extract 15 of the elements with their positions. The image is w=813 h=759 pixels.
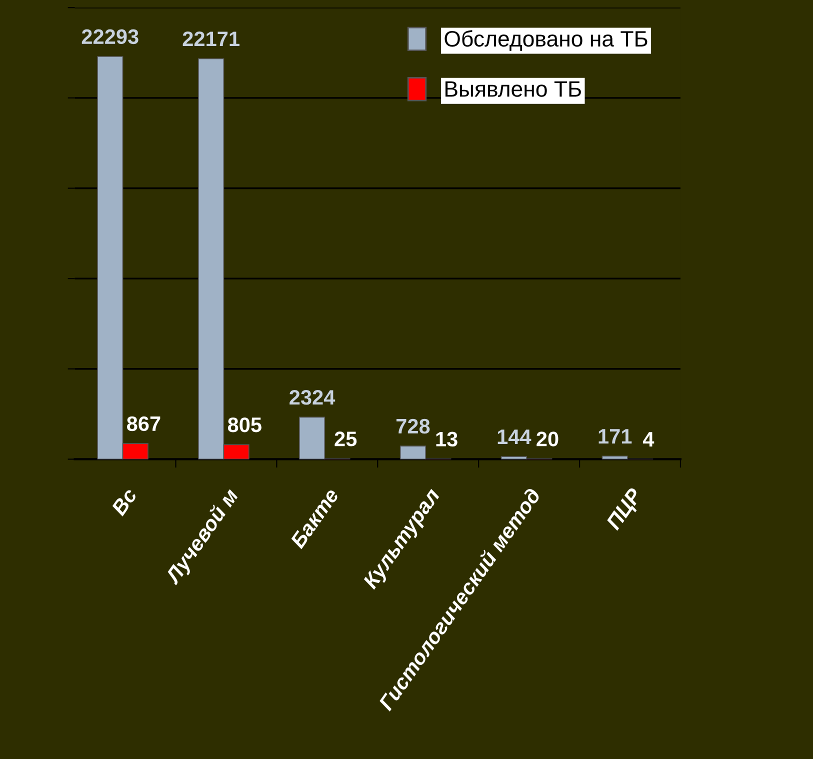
- data-label: 13: [436, 432, 458, 447]
- data-label: 22293: [82, 29, 138, 44]
- data-label: 728: [396, 418, 430, 434]
- data-label: 25: [334, 432, 357, 446]
- data-label: 22171: [182, 31, 240, 46]
- data-label: 805: [228, 417, 262, 432]
- data-label: 4: [642, 432, 654, 446]
- data-label: 20: [536, 432, 558, 446]
- data-label: 2324: [290, 390, 336, 405]
- x-tick-label: Вс: [110, 486, 138, 517]
- data-label: 171: [598, 429, 632, 444]
- data-label: 867: [126, 416, 160, 432]
- legend-label: Обследовано на ТБ: [444, 30, 648, 51]
- legend-label: Выявлено ТБ: [445, 81, 581, 97]
- data-label: 144: [498, 430, 532, 444]
